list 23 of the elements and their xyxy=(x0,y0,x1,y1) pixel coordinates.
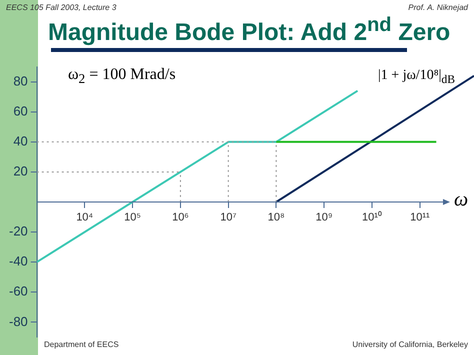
y-tick-label: 80 xyxy=(13,73,28,88)
y-tick-label: -20 xyxy=(8,224,28,239)
x-tick-label: 10⁹ xyxy=(316,212,333,224)
x-tick-label: 10⁷ xyxy=(220,212,236,224)
y-tick-label: 60 xyxy=(13,103,28,118)
annotation: |1 + jω/10⁸|$_{dB}$ xyxy=(378,68,455,86)
y-tick-label: 20 xyxy=(13,164,28,179)
y-tick-label: -80 xyxy=(8,314,28,329)
text: University of California, Berkeley xyxy=(352,340,468,349)
x-tick-label: 10⁸ xyxy=(268,212,285,224)
x-axis-title: ω xyxy=(454,188,468,210)
text: Prof. A. Niknejad xyxy=(408,3,468,12)
x-tick-label: 10⁵ xyxy=(124,212,141,224)
chart-title: Magnitude Bode Plot: Add 2$^{nd}$ Zero xyxy=(48,14,450,47)
x-tick-label: 10¹⁰ xyxy=(362,210,382,224)
x-tick-label: 10¹¹ xyxy=(410,212,430,224)
text: Department of EECS xyxy=(44,340,119,349)
x-tick-label: 10⁴ xyxy=(76,212,94,224)
annotation: ω$_{2}$ = 100 Mrad/s xyxy=(68,66,176,88)
y-tick-label: 40 xyxy=(13,133,28,148)
y-tick-label: -40 xyxy=(8,254,28,269)
y-tick-label: -60 xyxy=(8,284,28,299)
x-tick-label: 10⁶ xyxy=(172,212,189,224)
